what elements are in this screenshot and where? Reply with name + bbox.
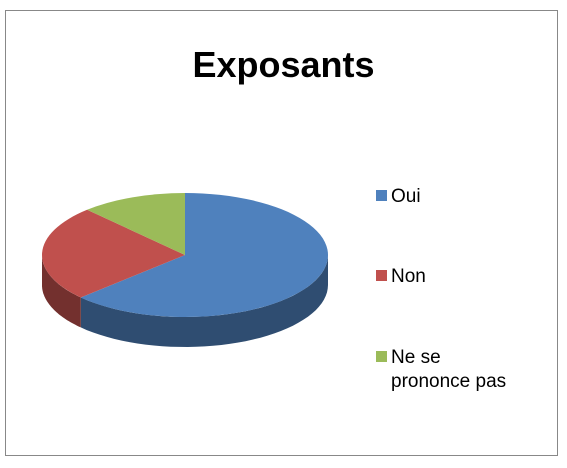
legend-swatch [376, 190, 387, 201]
chart-frame [5, 10, 558, 456]
legend-swatch [376, 351, 387, 362]
legend-swatch [376, 270, 387, 281]
legend-label: Ne se prononce pas [391, 347, 507, 392]
chart-title: Exposants [192, 44, 375, 85]
pie-slice [87, 193, 185, 255]
legend-item: Ne se prononce pas [376, 346, 511, 394]
pie-side [80, 255, 328, 347]
legend-label: Oui [391, 186, 421, 207]
legend-item: Oui [376, 185, 511, 209]
pie-slice [80, 193, 329, 317]
pie-side [42, 255, 81, 328]
legend-label: Non [391, 266, 426, 287]
legend-item: Non [376, 265, 511, 289]
pie-slice [42, 209, 185, 298]
